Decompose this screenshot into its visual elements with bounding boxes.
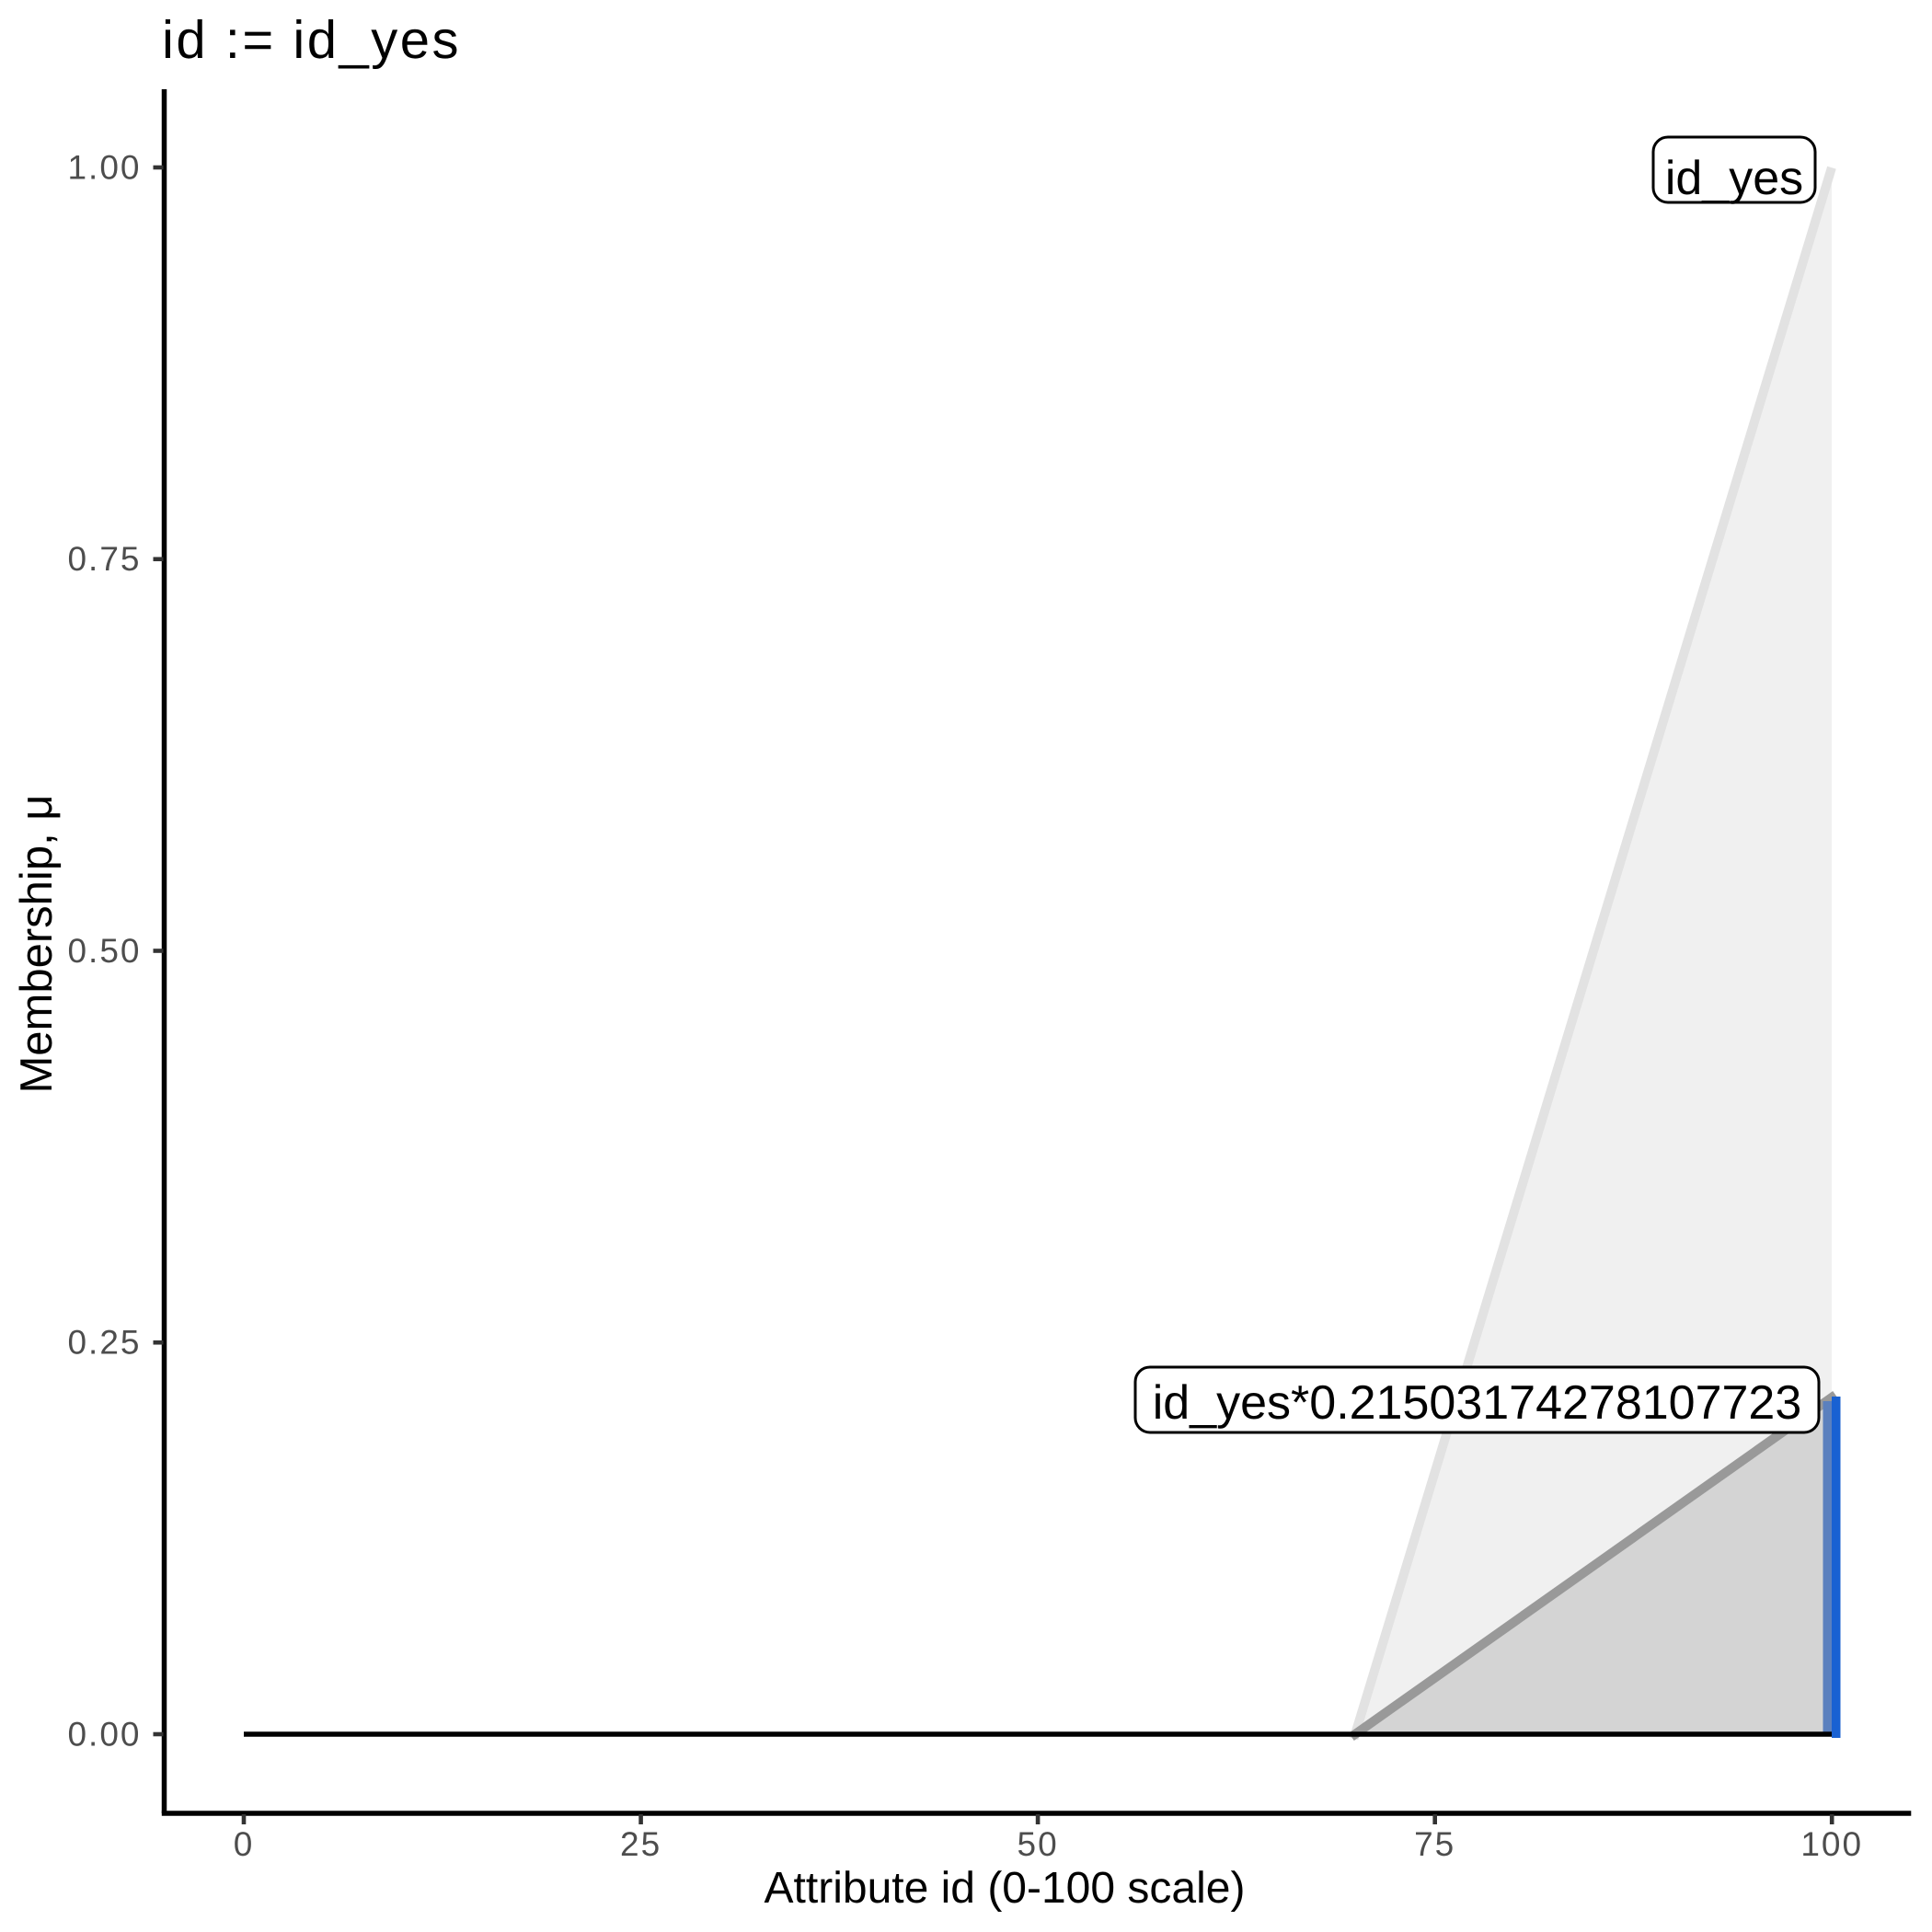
svg-text:0.00: 0.00 — [67, 1715, 141, 1753]
svg-text:1.00: 1.00 — [67, 148, 141, 186]
svg-text:0.75: 0.75 — [67, 540, 141, 578]
svg-text:0: 0 — [234, 1825, 255, 1863]
svg-text:0.25: 0.25 — [67, 1324, 141, 1362]
svg-text:Attribute id (0-100 scale): Attribute id (0-100 scale) — [765, 1864, 1246, 1913]
svg-text:Membership, μ: Membership, μ — [12, 794, 62, 1093]
svg-text:id := id_yes: id := id_yes — [162, 10, 461, 70]
svg-text:100: 100 — [1800, 1825, 1863, 1863]
svg-text:id_yes: id_yes — [1665, 152, 1803, 205]
svg-text:id_yes*0.21503174278107723: id_yes*0.21503174278107723 — [1153, 1376, 1802, 1430]
svg-text:25: 25 — [620, 1825, 661, 1863]
svg-text:0.50: 0.50 — [67, 932, 141, 970]
svg-text:50: 50 — [1018, 1825, 1059, 1863]
svg-text:75: 75 — [1414, 1825, 1455, 1863]
